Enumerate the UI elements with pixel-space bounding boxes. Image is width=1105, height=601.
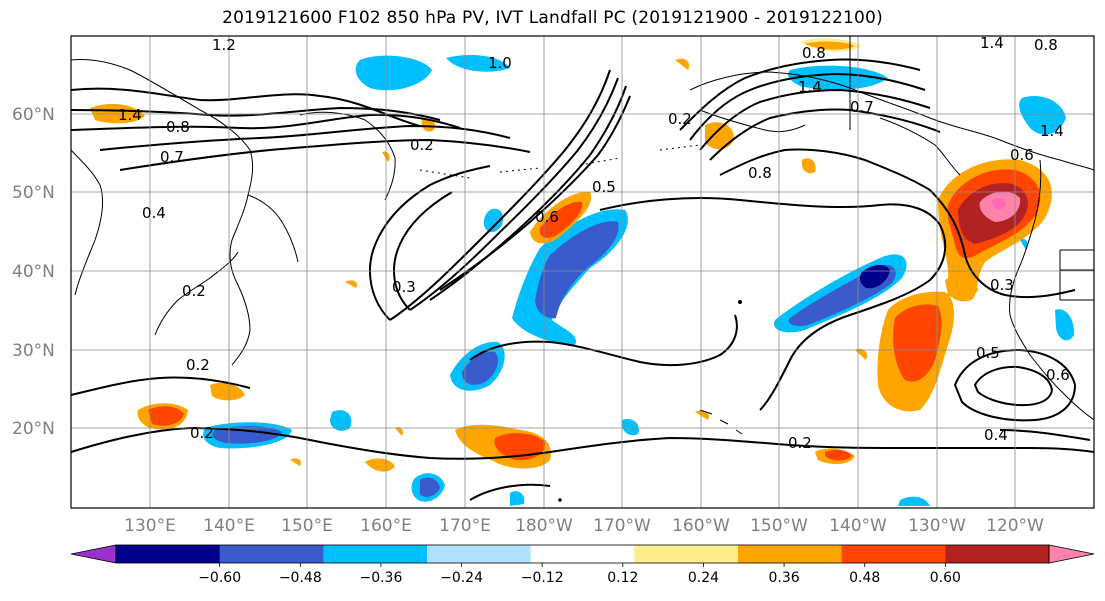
- contour-label: 0.8: [802, 44, 826, 62]
- colorbar-segment: [427, 545, 532, 563]
- colorbar-segment: [634, 545, 739, 563]
- colorbar-segment: [116, 545, 221, 563]
- lon-label: 140°E: [203, 516, 255, 536]
- lon-label: 130°W: [908, 516, 966, 536]
- contour-label: 0.8: [748, 164, 772, 182]
- contour-label: 0.3: [990, 276, 1014, 294]
- colorbar: [70, 544, 1095, 564]
- lat-label: 50°N: [12, 183, 55, 203]
- lon-label: 170°E: [439, 516, 491, 536]
- colorbar-tick-label: 0.24: [688, 570, 719, 586]
- colorbar-tick-label: 0.36: [768, 570, 799, 586]
- map-frame: [70, 35, 1095, 509]
- contour-label: 0.7: [850, 98, 874, 116]
- colorbar-frame: [115, 544, 1050, 564]
- colorbar-segment: [738, 545, 843, 563]
- colorbar-segment: [530, 545, 635, 563]
- contour-label: 0.3: [392, 278, 416, 296]
- colorbar-tick-label: −0.12: [521, 570, 564, 586]
- contour-label: 0.2: [190, 424, 214, 442]
- lon-label: 150°E: [281, 516, 333, 536]
- colorbar-tick-label: 0.48: [849, 570, 880, 586]
- latitude-labels: 20°N 30°N 40°N 50°N 60°N: [12, 105, 55, 439]
- pv-shading: [90, 38, 1075, 506]
- lon-label: 120°W: [986, 516, 1044, 536]
- contour-label: 0.2: [182, 282, 206, 300]
- lon-label: 180°W: [515, 516, 573, 536]
- contour-label: 0.6: [535, 208, 559, 226]
- colorbar-segment: [219, 545, 324, 563]
- lon-label: 160°W: [672, 516, 730, 536]
- contour-label: 0.8: [166, 118, 190, 136]
- lon-label: 130°E: [124, 516, 176, 536]
- colorbar-segment: [945, 545, 1050, 563]
- contour-label: 0.6: [1046, 366, 1070, 384]
- lon-label: 150°W: [750, 516, 808, 536]
- lat-label: 60°N: [12, 105, 55, 125]
- graticule: [71, 36, 1094, 508]
- contour-label: 0.7: [160, 148, 184, 166]
- lon-label: 170°W: [593, 516, 651, 536]
- contour-label: 0.2: [668, 110, 692, 128]
- pv-contours: [71, 58, 1094, 501]
- colorbar-tick-label: 0.12: [607, 570, 638, 586]
- contour-label: 0.8: [1034, 36, 1058, 54]
- lat-label: 20°N: [12, 419, 55, 439]
- lon-label: 160°E: [360, 516, 412, 536]
- colorbar-tick-label: −0.48: [279, 570, 322, 586]
- colorbar-tick-label: 0.60: [930, 570, 961, 586]
- contour-label: 0.4: [142, 204, 166, 222]
- lon-label: 140°W: [829, 516, 887, 536]
- colorbar-labels: −0.60 −0.48 −0.36 −0.24 −0.12 0.12 0.24 0.36 0.4…: [198, 563, 961, 586]
- contour-label: 0.4: [984, 426, 1008, 444]
- map-title: 2019121600 F102 850 hPa PV, IVT Landfall…: [222, 8, 883, 28]
- map-panel: 1.2 1.4 0.8 0.7 0.4 0.2 0.2 0.2 0.2 1.0 …: [70, 34, 1095, 509]
- lat-label: 30°N: [12, 341, 55, 361]
- contour-label: 1.4: [980, 34, 1004, 52]
- colorbar-extend-max: [1048, 544, 1095, 564]
- coastlines: [71, 36, 1094, 502]
- contour-label: 0.2: [410, 136, 434, 154]
- contour-label: 0.6: [1010, 146, 1034, 164]
- colorbar-segment: [841, 545, 946, 563]
- colorbar-tick-label: −0.24: [440, 570, 483, 586]
- lat-label: 40°N: [12, 262, 55, 282]
- colorbar-tick-label: −0.60: [198, 570, 241, 586]
- contour-label: 1.4: [798, 78, 822, 96]
- contour-label: 1.4: [118, 106, 142, 124]
- contour-label: 0.2: [186, 356, 210, 374]
- colorbar-extend-min: [70, 544, 117, 564]
- contour-label: 0.5: [592, 178, 616, 196]
- longitude-labels: 130°E 140°E 150°E 160°E 170°E 180°W 170°…: [124, 516, 1044, 536]
- colorbar-segment: [323, 545, 428, 563]
- colorbar-tick-label: −0.36: [359, 570, 402, 586]
- contour-label: 1.0: [488, 54, 512, 72]
- contour-label: 1.2: [212, 36, 236, 54]
- contour-label: 1.4: [1040, 122, 1064, 140]
- contour-label: 0.5: [976, 344, 1000, 362]
- contour-label: 0.2: [788, 434, 812, 452]
- contour-labels: 1.2 1.4 0.8 0.7 0.4 0.2 0.2 0.2 0.2 1.0 …: [118, 34, 1070, 452]
